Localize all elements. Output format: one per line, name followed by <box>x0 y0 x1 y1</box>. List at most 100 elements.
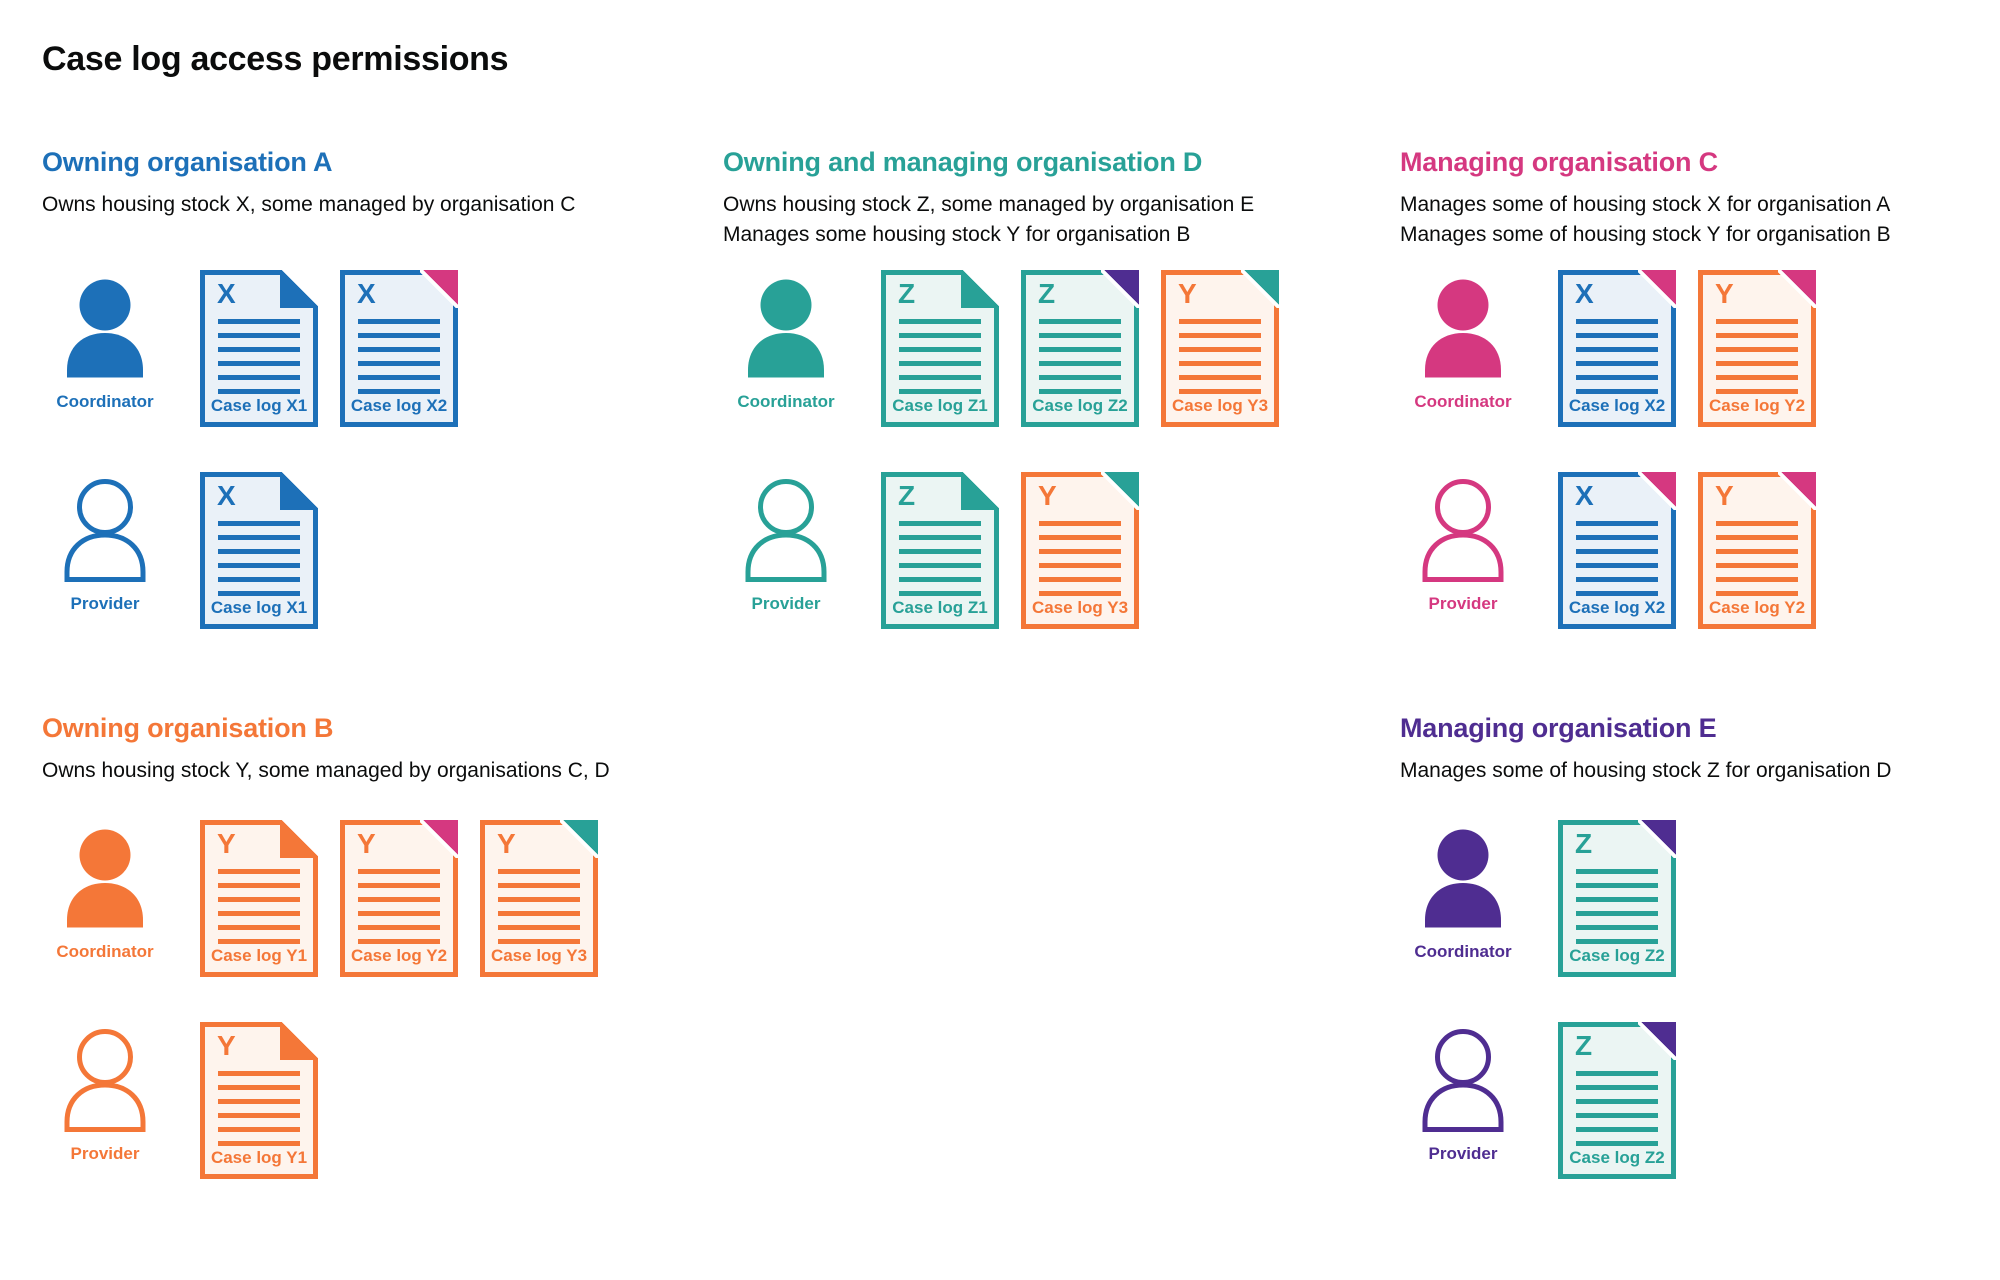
page-title: Case log access permissions <box>42 40 509 78</box>
doc-label: Case log Y1 <box>210 946 308 965</box>
doc-line <box>1576 869 1658 874</box>
description-line: Owns housing stock X, some managed by or… <box>42 193 576 216</box>
role-label: Coordinator <box>56 392 154 411</box>
doc-line <box>1179 389 1261 394</box>
description-line: Owns housing stock Y, some managed by or… <box>42 759 610 782</box>
doc-line <box>218 869 300 874</box>
doc-line <box>358 911 440 916</box>
doc-line <box>218 1071 300 1076</box>
case-log-doc: Y Case log Y2 <box>340 820 458 977</box>
org-section-b: Owning organisation B Owns housing stock… <box>42 712 722 1179</box>
doc-line <box>498 911 580 916</box>
doc-line <box>498 925 580 930</box>
doc-stock-letter: Y <box>217 1030 236 1061</box>
doc-line <box>358 389 440 394</box>
case-log-docs: Z Case log Z1 Y Case log Y3 <box>881 472 1139 629</box>
doc-line <box>1716 549 1798 554</box>
doc-stock-letter: X <box>1575 480 1594 511</box>
doc-line <box>358 925 440 930</box>
page-corner-fold-icon <box>1778 472 1816 510</box>
doc-label: Case log X2 <box>1568 396 1666 415</box>
page-corner-fold-icon <box>280 1022 318 1060</box>
doc-label: Case log Y3 <box>1031 598 1129 617</box>
doc-label: Case log Y3 <box>490 946 588 965</box>
doc-line <box>1576 389 1658 394</box>
doc-line <box>1576 375 1658 380</box>
doc-line <box>1576 333 1658 338</box>
org-section-e: Managing organisation E Manages some of … <box>1400 712 1980 1179</box>
doc-line <box>218 1099 300 1104</box>
provider-person-icon <box>64 479 146 582</box>
doc-stock-letter: Z <box>898 278 916 309</box>
doc-line <box>1576 347 1658 352</box>
doc-line <box>358 361 440 366</box>
case-log-doc: Y Case log Y1 <box>200 1022 318 1179</box>
role-label: Provider <box>751 594 821 613</box>
doc-line <box>218 911 300 916</box>
case-log-doc: X Case log X2 <box>1558 472 1676 629</box>
doc-line <box>358 939 440 944</box>
doc-text-lines-icon <box>218 1071 300 1155</box>
doc-stock-letter: Y <box>1038 480 1057 511</box>
doc-line <box>899 347 981 352</box>
doc-line <box>1039 577 1121 582</box>
doc-line <box>218 1141 300 1146</box>
doc-text-lines-icon <box>899 521 981 605</box>
doc-line <box>218 361 300 366</box>
doc-stock-letter: Y <box>497 828 516 859</box>
person-column: Coordinator <box>1414 277 1512 412</box>
doc-line <box>1716 361 1798 366</box>
description-line: Manages some of housing stock Z for orga… <box>1400 759 1892 782</box>
doc-text-lines-icon <box>1576 1071 1658 1155</box>
doc-line <box>1576 319 1658 324</box>
case-log-doc: X Case log X1 <box>200 472 318 629</box>
doc-line <box>1039 563 1121 568</box>
case-log-docs: Z Case log Z1 Z Case log Z2 Y Case log Y… <box>881 270 1279 427</box>
doc-line <box>218 333 300 338</box>
doc-stock-letter: X <box>1575 278 1594 309</box>
role-label: Coordinator <box>737 392 835 411</box>
doc-stock-letter: Y <box>217 828 236 859</box>
doc-line <box>1576 549 1658 554</box>
doc-label: Case log Z2 <box>1569 946 1665 965</box>
org-section-description: Manages some of housing stock X for orga… <box>1400 190 1980 250</box>
page-corner-fold-icon <box>1101 472 1139 510</box>
doc-stock-letter: Y <box>1178 278 1197 309</box>
doc-line <box>899 361 981 366</box>
doc-line <box>1716 591 1798 596</box>
org-section-title: Managing organisation C <box>1400 147 1718 177</box>
doc-line <box>358 319 440 324</box>
org-section-title: Owning organisation A <box>42 147 333 177</box>
org-section-d: Owning and managing organisation D Owns … <box>723 146 1383 629</box>
doc-line <box>218 1113 300 1118</box>
doc-label: Case log Z1 <box>892 396 988 415</box>
case-log-docs: Z Case log Z2 <box>1558 1022 1676 1179</box>
person-column: Coordinator <box>56 827 154 962</box>
doc-line <box>1039 389 1121 394</box>
doc-line <box>1716 563 1798 568</box>
doc-stock-letter: X <box>357 278 376 309</box>
doc-line <box>218 521 300 526</box>
coordinator-person-icon <box>1425 829 1501 928</box>
doc-line <box>218 347 300 352</box>
doc-line <box>218 375 300 380</box>
page-corner-fold-icon <box>1241 270 1279 308</box>
case-log-doc: X Case log X1 <box>200 270 318 427</box>
doc-stock-letter: Y <box>1715 480 1734 511</box>
doc-text-lines-icon <box>1716 521 1798 605</box>
case-log-doc: Z Case log Z2 <box>1558 820 1676 977</box>
doc-stock-letter: Y <box>1715 278 1734 309</box>
person-column: Coordinator <box>56 277 154 412</box>
doc-line <box>218 389 300 394</box>
doc-line <box>899 591 981 596</box>
person-column: Provider <box>1420 479 1506 614</box>
doc-label: Case log X2 <box>350 396 448 415</box>
page-corner-fold-icon <box>961 472 999 510</box>
case-log-doc: Z Case log Z1 <box>881 472 999 629</box>
case-log-docs: X Case log X2 Y Case log Y2 <box>1558 472 1816 629</box>
person-column: Provider <box>1420 1029 1506 1164</box>
doc-line <box>1039 549 1121 554</box>
role-label: Coordinator <box>1414 392 1512 411</box>
org-section-c: Managing organisation C Manages some of … <box>1400 146 1980 629</box>
description-line: Manages some housing stock Y for organis… <box>723 223 1191 246</box>
